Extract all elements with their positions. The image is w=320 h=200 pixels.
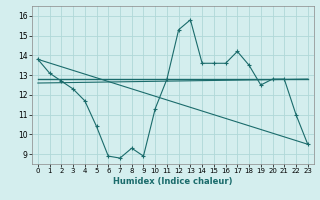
X-axis label: Humidex (Indice chaleur): Humidex (Indice chaleur) xyxy=(113,177,233,186)
